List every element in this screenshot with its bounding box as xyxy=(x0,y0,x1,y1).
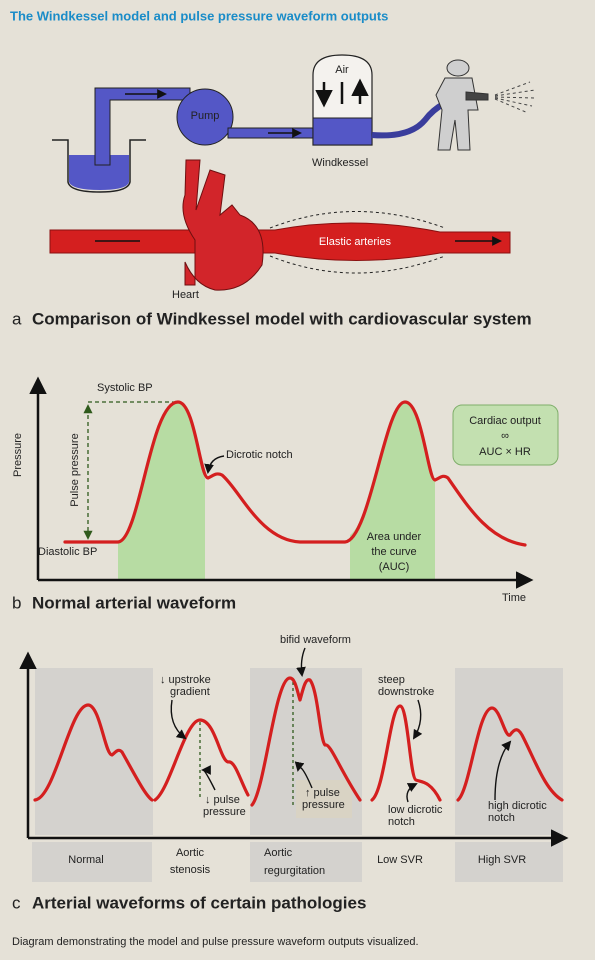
elastic-arteries-label: Elastic arteries xyxy=(319,236,392,248)
pathology-label: High SVR xyxy=(478,854,526,866)
pathology-label: Low SVR xyxy=(377,854,423,866)
shape xyxy=(69,155,129,190)
air-label: Air xyxy=(335,64,349,76)
shape xyxy=(52,139,146,193)
shape xyxy=(350,402,435,580)
y-axis-label: Pressure xyxy=(12,433,24,477)
shape xyxy=(32,842,152,882)
shape xyxy=(494,740,512,801)
shape xyxy=(455,842,563,882)
shape xyxy=(312,117,373,146)
annotation: pressure xyxy=(203,806,246,818)
pump-label: Pump xyxy=(191,110,220,122)
shape xyxy=(153,718,250,802)
co-line: Cardiac output xyxy=(469,415,541,427)
shape xyxy=(446,59,470,77)
shape xyxy=(199,682,294,805)
shape xyxy=(494,81,536,114)
shape xyxy=(49,222,511,261)
panel-caption: Arterial waveforms of certain pathologie… xyxy=(32,893,366,912)
shape xyxy=(250,676,362,807)
cardiac-output-box xyxy=(452,404,559,466)
shape xyxy=(118,402,205,580)
shape xyxy=(170,699,187,740)
shape xyxy=(176,88,234,146)
pathology-label: Aortic xyxy=(264,847,293,859)
annotation: gradient xyxy=(170,686,210,698)
auc-line: the curve xyxy=(371,546,416,558)
shape xyxy=(201,765,216,791)
annotation: low dicrotic xyxy=(388,804,443,816)
shape xyxy=(33,703,154,802)
annotation: ↓ upstroke xyxy=(160,674,211,686)
footer: Diagram demonstrating the model and puls… xyxy=(12,936,419,948)
windkessel-label: Windkessel xyxy=(312,157,368,169)
pathology-waveforms: ↓ upstroke gradient ↓ pulse pressure bif… xyxy=(12,634,569,912)
dicrotic-label: Dicrotic notch xyxy=(226,449,293,461)
pathology-label: Aortic xyxy=(176,847,205,859)
shape xyxy=(296,647,306,677)
panel-caption: Normal arterial waveform xyxy=(32,593,236,612)
co-line: AUC × HR xyxy=(479,446,531,458)
shape xyxy=(465,91,489,101)
shape xyxy=(406,783,418,803)
shape xyxy=(269,211,446,274)
firefighter xyxy=(435,59,489,151)
panel-letter: c xyxy=(12,893,21,912)
pathology-label: Normal xyxy=(68,854,103,866)
annotation: high dicrotic xyxy=(488,800,547,812)
pathology-label: stenosis xyxy=(170,864,211,876)
heart-label: Heart xyxy=(172,289,199,301)
auc-line: Area under xyxy=(367,531,422,543)
annotation: ↑ pulse xyxy=(305,787,340,799)
systolic-label: Systolic BP xyxy=(97,382,153,394)
shape xyxy=(370,704,442,802)
annotation: downstroke xyxy=(378,686,434,698)
panel-letter: a xyxy=(12,309,22,328)
pathology-label: regurgitation xyxy=(264,865,325,877)
shape xyxy=(204,455,225,474)
normal-waveform: Pressure Time Systolic BP Pulse pressure… xyxy=(12,376,559,612)
annotation: bifid waveform xyxy=(280,634,351,646)
panel-letter: b xyxy=(12,593,21,612)
auc-line: (AUC) xyxy=(379,561,410,573)
shape xyxy=(35,668,153,835)
shape xyxy=(294,761,313,789)
windkessel-model: Pump Air Windkessel Elastic arteries Hea… xyxy=(12,54,536,328)
diastolic-label: Diastolic BP xyxy=(38,546,97,558)
shape xyxy=(456,706,564,802)
panel-caption: Comparison of Windkessel model with card… xyxy=(32,309,532,328)
shape xyxy=(296,780,352,818)
shape xyxy=(412,699,423,740)
x-axis-label: Time xyxy=(502,592,526,604)
annotation: ↓ pulse xyxy=(205,794,240,806)
annotation: notch xyxy=(388,816,415,828)
shape xyxy=(182,159,264,291)
shape xyxy=(250,842,362,882)
pulse-pressure-label: Pulse pressure xyxy=(69,433,81,506)
annotation: steep xyxy=(378,674,405,686)
annotation: notch xyxy=(488,812,515,824)
shape xyxy=(63,400,527,547)
shape xyxy=(324,82,360,104)
annotation: pressure xyxy=(302,799,345,811)
co-line: ∞ xyxy=(501,430,509,442)
title: The Windkessel model and pulse pressure … xyxy=(10,8,388,23)
